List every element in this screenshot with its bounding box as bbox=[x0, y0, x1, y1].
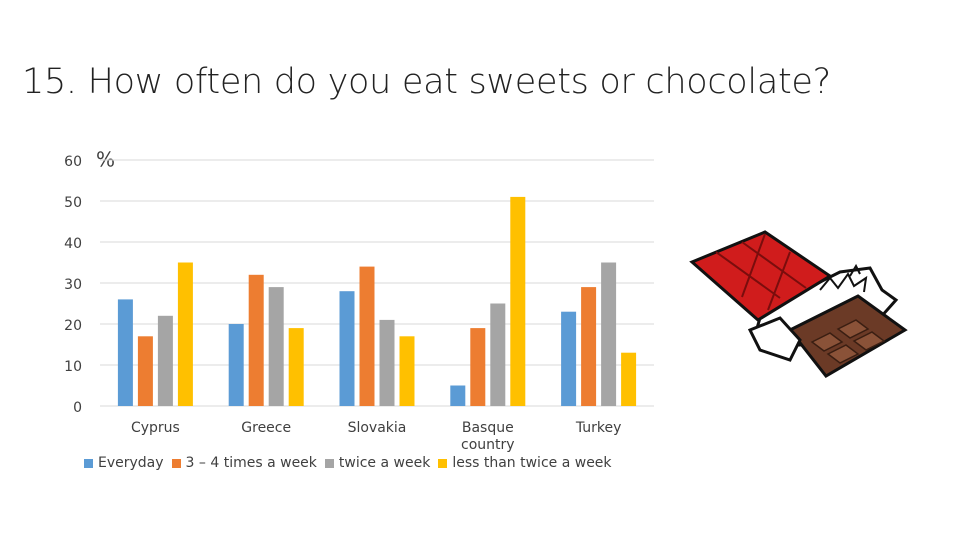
y-tick-label: 0 bbox=[73, 400, 82, 416]
y-tick-label: 30 bbox=[64, 277, 82, 293]
chocolate-illustration bbox=[689, 230, 908, 378]
bar bbox=[117, 299, 133, 406]
bar bbox=[157, 315, 173, 406]
legend-label: 3 – 4 times a week bbox=[185, 455, 317, 471]
bar bbox=[399, 336, 415, 406]
y-tick-label: 10 bbox=[64, 359, 82, 375]
bar bbox=[470, 328, 486, 406]
x-tick-label: Greece bbox=[241, 420, 292, 436]
y-tick-label: 50 bbox=[64, 195, 82, 211]
y-tick-label: 60 bbox=[64, 154, 82, 170]
legend-swatch bbox=[438, 458, 448, 468]
legend-swatch bbox=[84, 458, 93, 468]
bar bbox=[228, 324, 244, 406]
bar bbox=[561, 311, 577, 406]
chart-title: 15. How often do you eat sweets or choco… bbox=[22, 62, 831, 102]
x-tick-label: Cyprus bbox=[130, 420, 180, 436]
x-tick-label: Turkey bbox=[575, 420, 622, 436]
legend-item: 3 – 4 times a week bbox=[171, 455, 317, 471]
bar bbox=[510, 196, 526, 406]
bar bbox=[490, 303, 506, 406]
bar bbox=[581, 287, 597, 406]
bar bbox=[137, 336, 153, 406]
bar bbox=[450, 385, 466, 406]
y-tick-label: 40 bbox=[64, 236, 82, 252]
bar bbox=[268, 287, 284, 406]
bar bbox=[288, 328, 304, 406]
legend-label: twice a week bbox=[338, 455, 431, 471]
legend-label: Everyday bbox=[98, 455, 164, 471]
bar bbox=[621, 352, 637, 406]
legend-item: Everyday bbox=[84, 455, 164, 471]
x-tick-label: Slovakia bbox=[347, 420, 407, 436]
bar bbox=[339, 291, 355, 406]
legend: Everyday 3 – 4 times a week twice a week le… bbox=[84, 455, 620, 471]
bar bbox=[359, 266, 375, 406]
bar bbox=[248, 274, 264, 406]
legend-item: less than twice a week bbox=[438, 455, 612, 471]
bar bbox=[601, 262, 617, 406]
y-tick-label: 20 bbox=[64, 318, 82, 334]
legend-swatch bbox=[324, 458, 334, 468]
bar bbox=[379, 319, 395, 406]
legend-swatch bbox=[171, 458, 181, 468]
x-tick-label: Basque country bbox=[461, 420, 515, 453]
legend-label: less than twice a week bbox=[452, 455, 612, 471]
legend-item: twice a week bbox=[324, 455, 431, 471]
bar bbox=[177, 262, 193, 406]
